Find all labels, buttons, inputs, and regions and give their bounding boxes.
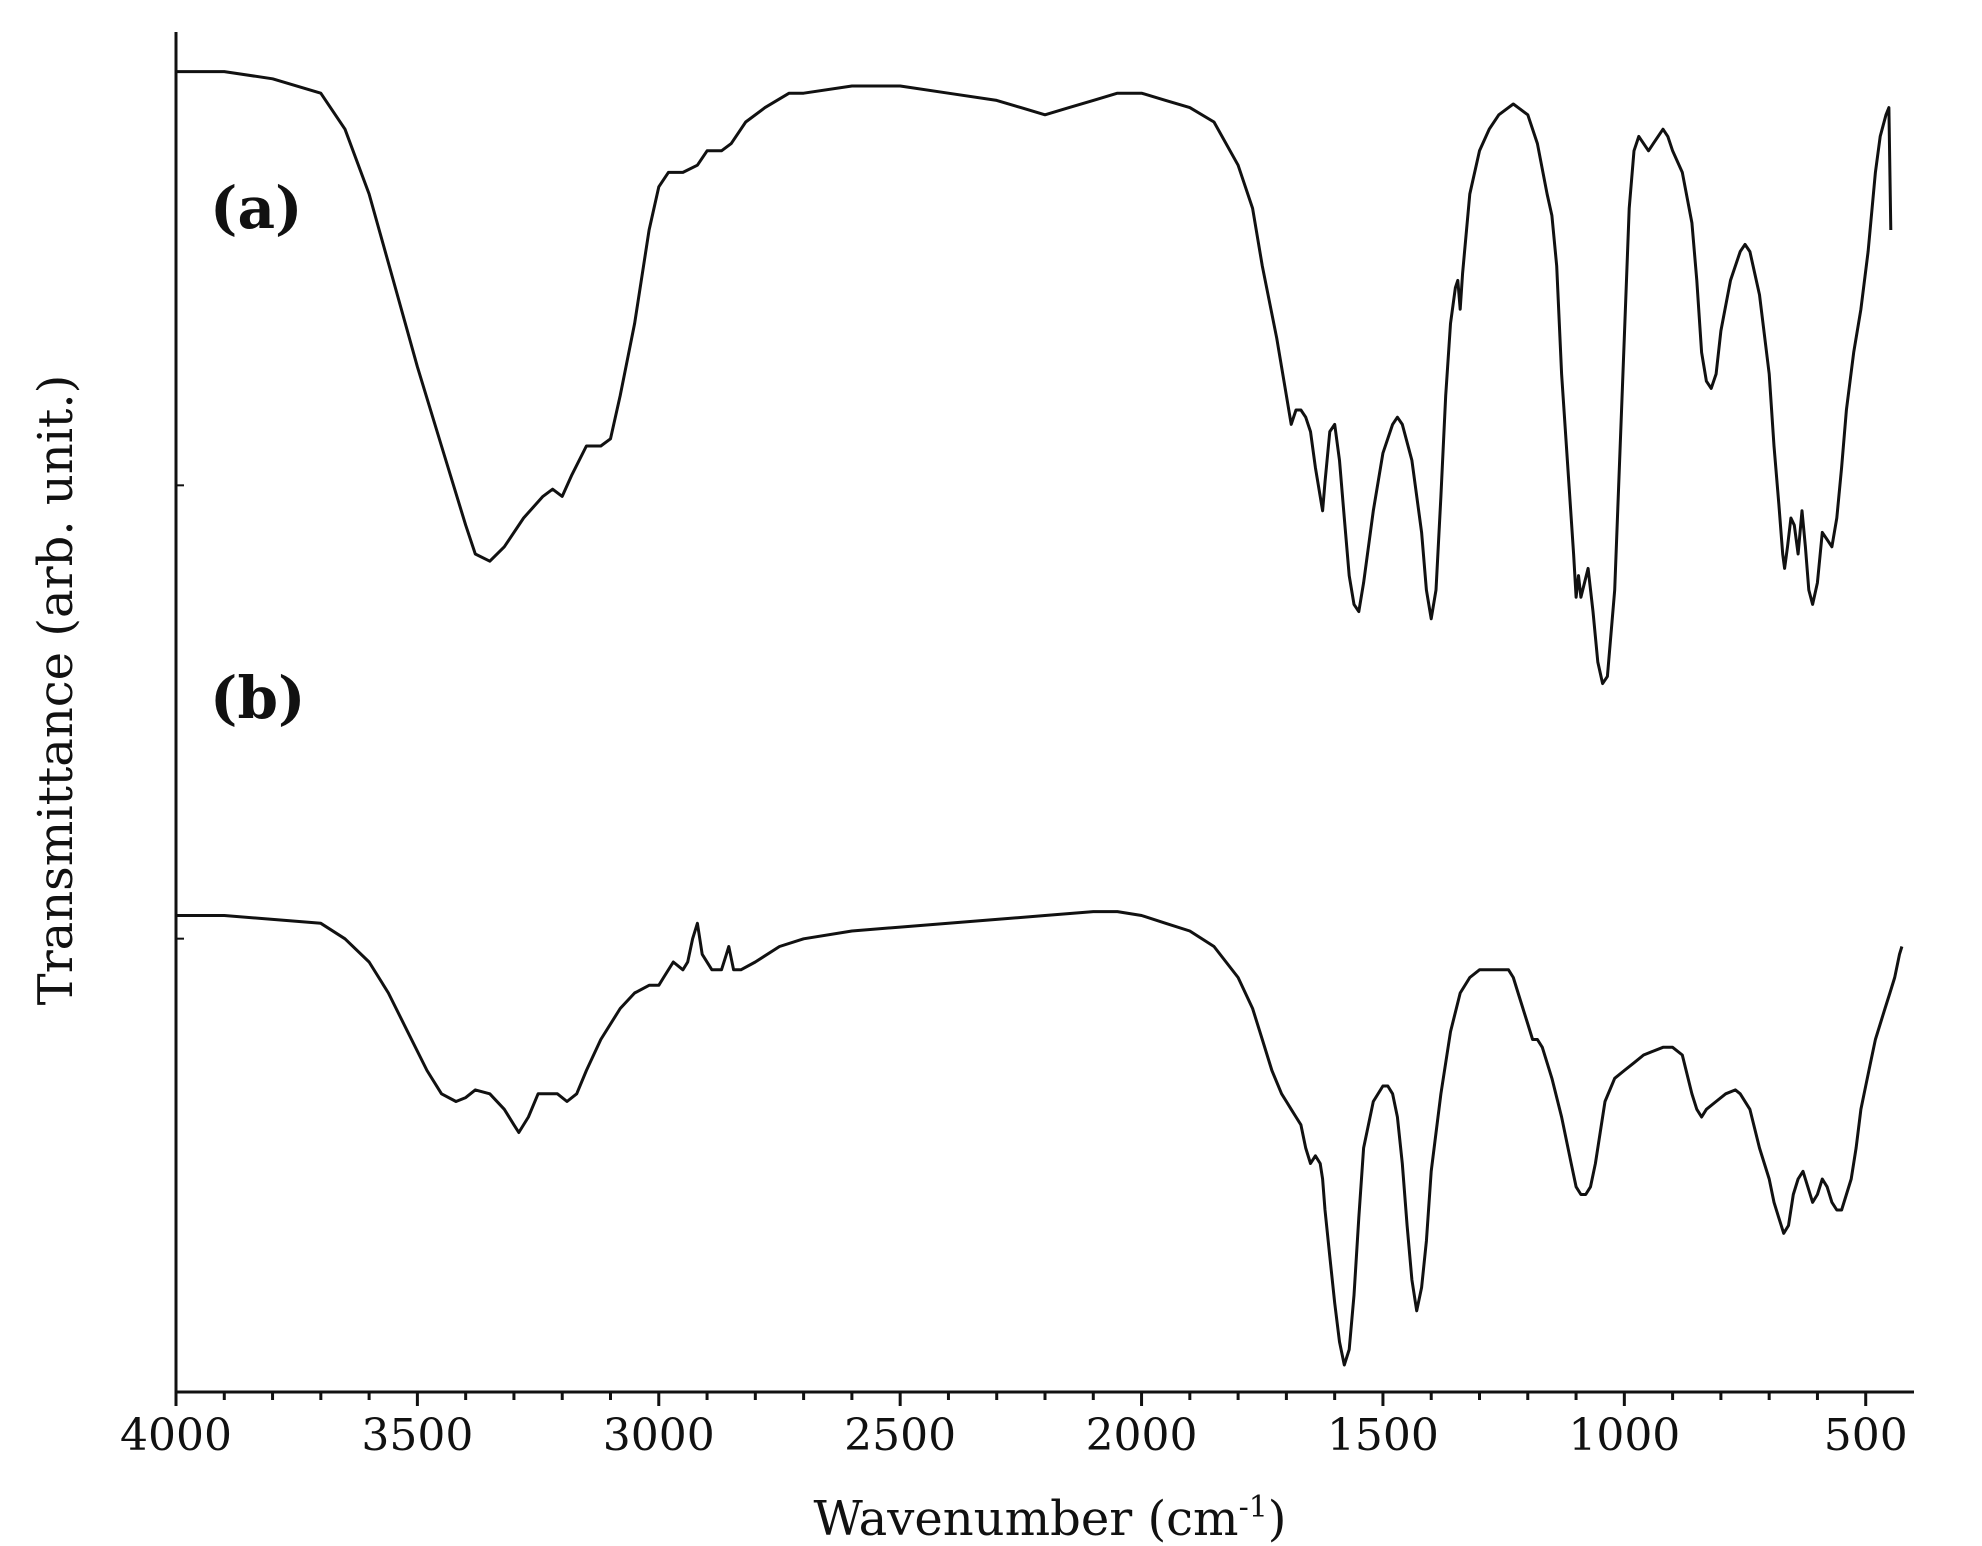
x-tick-label: 1500 xyxy=(1327,1410,1439,1461)
series-label-a: (a) xyxy=(210,174,302,242)
x-tick-label: 3500 xyxy=(361,1410,473,1461)
x-axis-ticks xyxy=(174,1392,1868,1406)
x-tick-label: 500 xyxy=(1824,1410,1908,1461)
x-axis-title: Wavenumber (cm-1) xyxy=(813,1490,1286,1546)
x-tick-label: 4000 xyxy=(120,1410,232,1461)
series-line-b xyxy=(176,910,1904,1367)
x-axis-title-sup: -1 xyxy=(1239,1490,1268,1525)
x-axis-title-main: Wavenumber (cm xyxy=(813,1491,1238,1546)
x-axis-tick-labels: 4000 3500 3000 2500 2000 1500 1000 500 xyxy=(120,1410,1908,1461)
x-tick-label: 3000 xyxy=(603,1410,715,1461)
x-tick-label: 2500 xyxy=(844,1410,956,1461)
x-tick-label: 1000 xyxy=(1568,1410,1680,1461)
y-axis-title: Transmittance (arb. unit.) xyxy=(28,375,84,1006)
series-line-a xyxy=(176,70,1893,686)
series-lines xyxy=(176,70,1904,1367)
x-tick-label: 2000 xyxy=(1086,1410,1198,1461)
y-axis-ticks xyxy=(176,484,184,940)
x-axis-title-close: ) xyxy=(1268,1491,1287,1546)
plot-area: 4000 3500 3000 2500 2000 1500 1000 500 xyxy=(120,32,1914,1461)
series-label-b: (b) xyxy=(210,664,305,732)
